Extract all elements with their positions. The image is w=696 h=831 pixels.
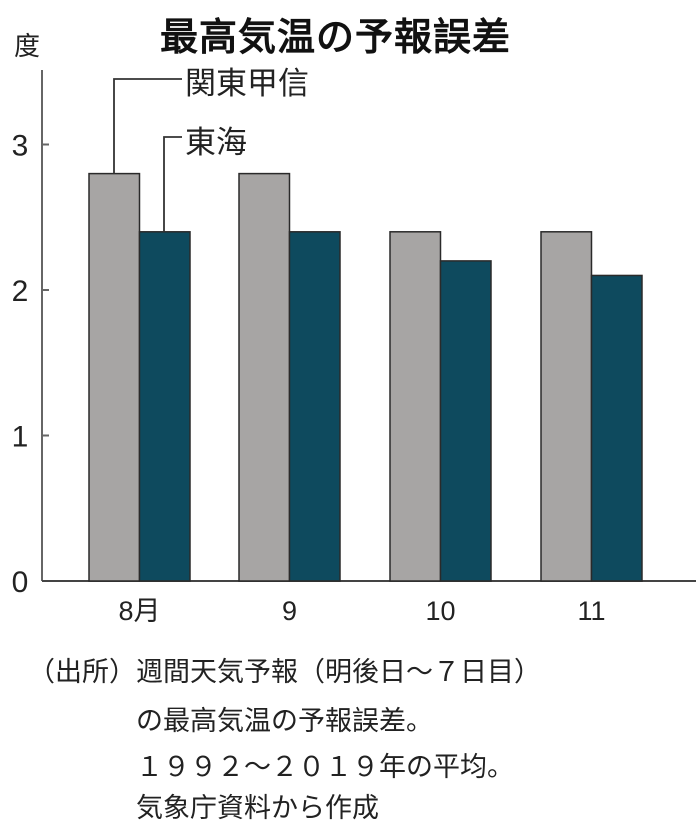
bar-kanto (389, 231, 442, 582)
bar-tokai (138, 231, 191, 582)
bar-kanto (540, 231, 593, 582)
x-category-label: 8月 (118, 596, 160, 626)
bar-tokai (590, 274, 643, 582)
source-note-line-3: １９９２～２０１９年の平均。 (136, 752, 514, 783)
y-tick-label: 2 (12, 275, 29, 308)
bar-kanto (238, 172, 291, 582)
source-note-line-4: 気象庁資料から作成 (136, 793, 379, 824)
x-category-label: 11 (577, 596, 605, 626)
bar-tokai (439, 260, 492, 582)
bar-kanto (88, 172, 141, 582)
legend-label-tokai: 東海 (185, 125, 247, 161)
y-tick-label: 3 (12, 130, 29, 163)
legend-leader-kanto (113, 78, 182, 174)
legend-leader-tokai (163, 136, 182, 232)
y-axis-unit: 度 (14, 32, 41, 62)
bar-tokai (288, 231, 341, 582)
source-note-line-1: （出所）週間天気予報（明後日～７日目） (28, 657, 541, 688)
y-tick-label: 0 (12, 566, 29, 599)
x-category-label: 9 (282, 596, 297, 626)
y-tick-label: 1 (12, 421, 29, 454)
x-category-label: 10 (425, 596, 455, 626)
source-note-line-2: の最高気温の予報誤差。 (136, 706, 433, 737)
chart-title: 最高気温の予報誤差 (160, 15, 512, 59)
legend-label-kanto: 関東甲信 (185, 66, 309, 102)
bar-chart: 0 1 2 3 8月 9 10 11 (12, 70, 696, 626)
